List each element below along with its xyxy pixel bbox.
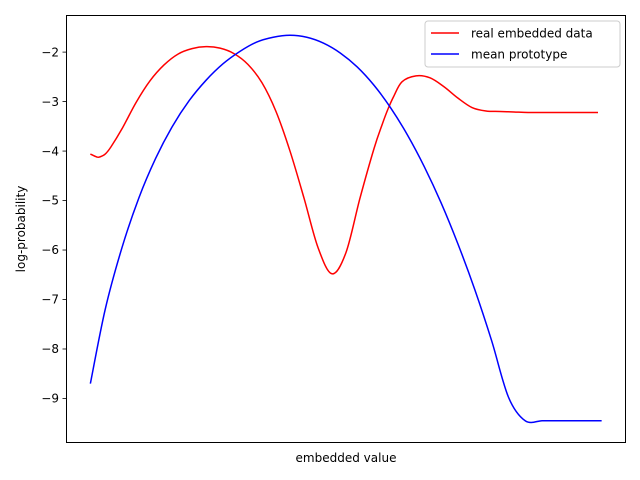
y-tick-label: −7 <box>41 293 59 307</box>
y-axis-label: log-probability <box>14 186 28 273</box>
y-tick-label: −6 <box>41 243 59 257</box>
y-axis-ticks: −9 −8 −7 −6 −5 −4 −3 −2 <box>41 45 66 406</box>
x-axis-label: embedded value <box>296 451 397 465</box>
y-tick-label: −2 <box>41 45 59 59</box>
legend: real embedded data mean prototype <box>424 20 621 68</box>
y-tick-label: −5 <box>41 194 59 208</box>
y-tick-label: −8 <box>41 342 59 356</box>
legend-label-mean-prototype: mean prototype <box>471 47 567 61</box>
series-line-mean-prototype <box>89 34 602 424</box>
legend-box <box>424 20 621 68</box>
series-line-real-embedded-data <box>90 45 598 275</box>
y-tick-label: −9 <box>41 392 59 406</box>
y-tick-label: −4 <box>41 144 59 158</box>
y-tick-label: −3 <box>41 95 59 109</box>
plot-area <box>66 15 626 443</box>
legend-label-real-embedded-data: real embedded data <box>471 26 593 40</box>
axes-frame <box>66 15 626 443</box>
